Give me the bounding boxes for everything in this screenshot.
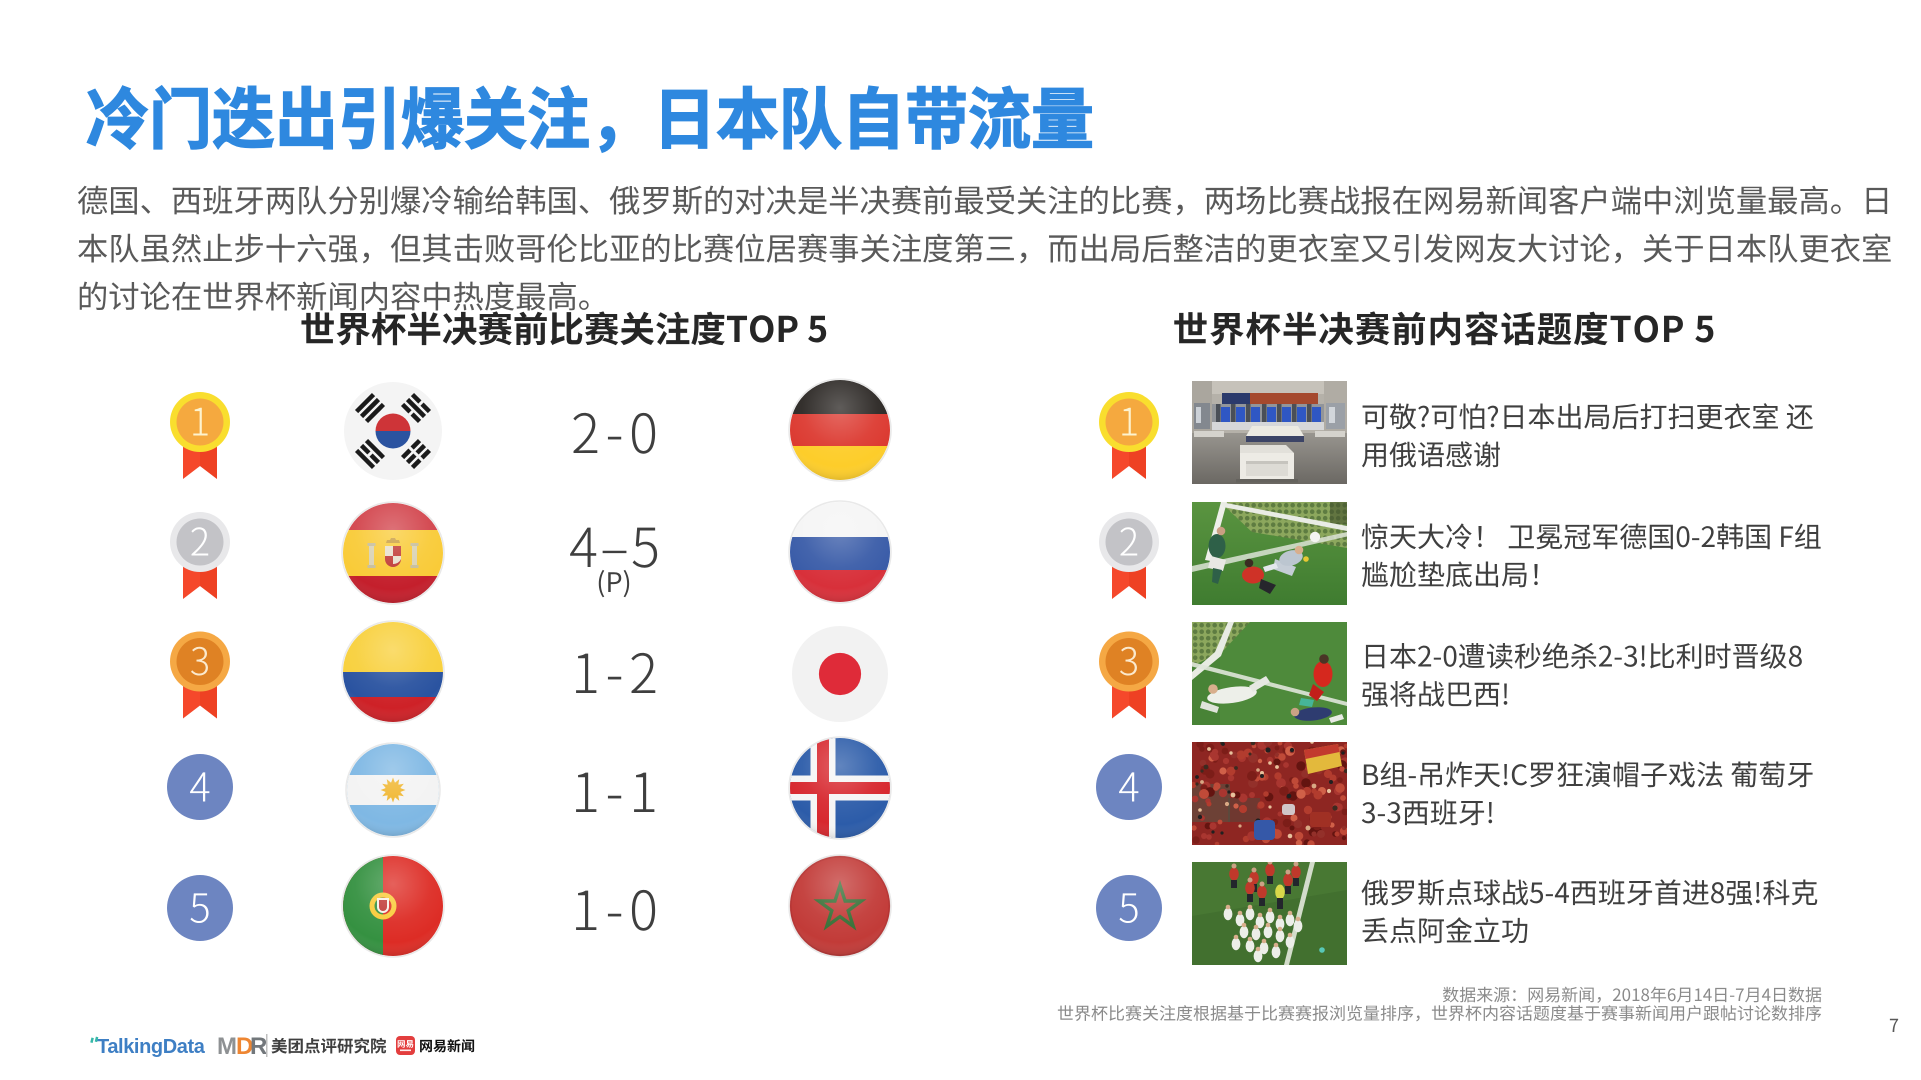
svg-text:M: M (217, 1033, 236, 1060)
svg-text:TalkingData: TalkingData (97, 1036, 206, 1058)
svg-text:D: D (236, 1033, 253, 1060)
svg-text:R: R (250, 1033, 267, 1060)
